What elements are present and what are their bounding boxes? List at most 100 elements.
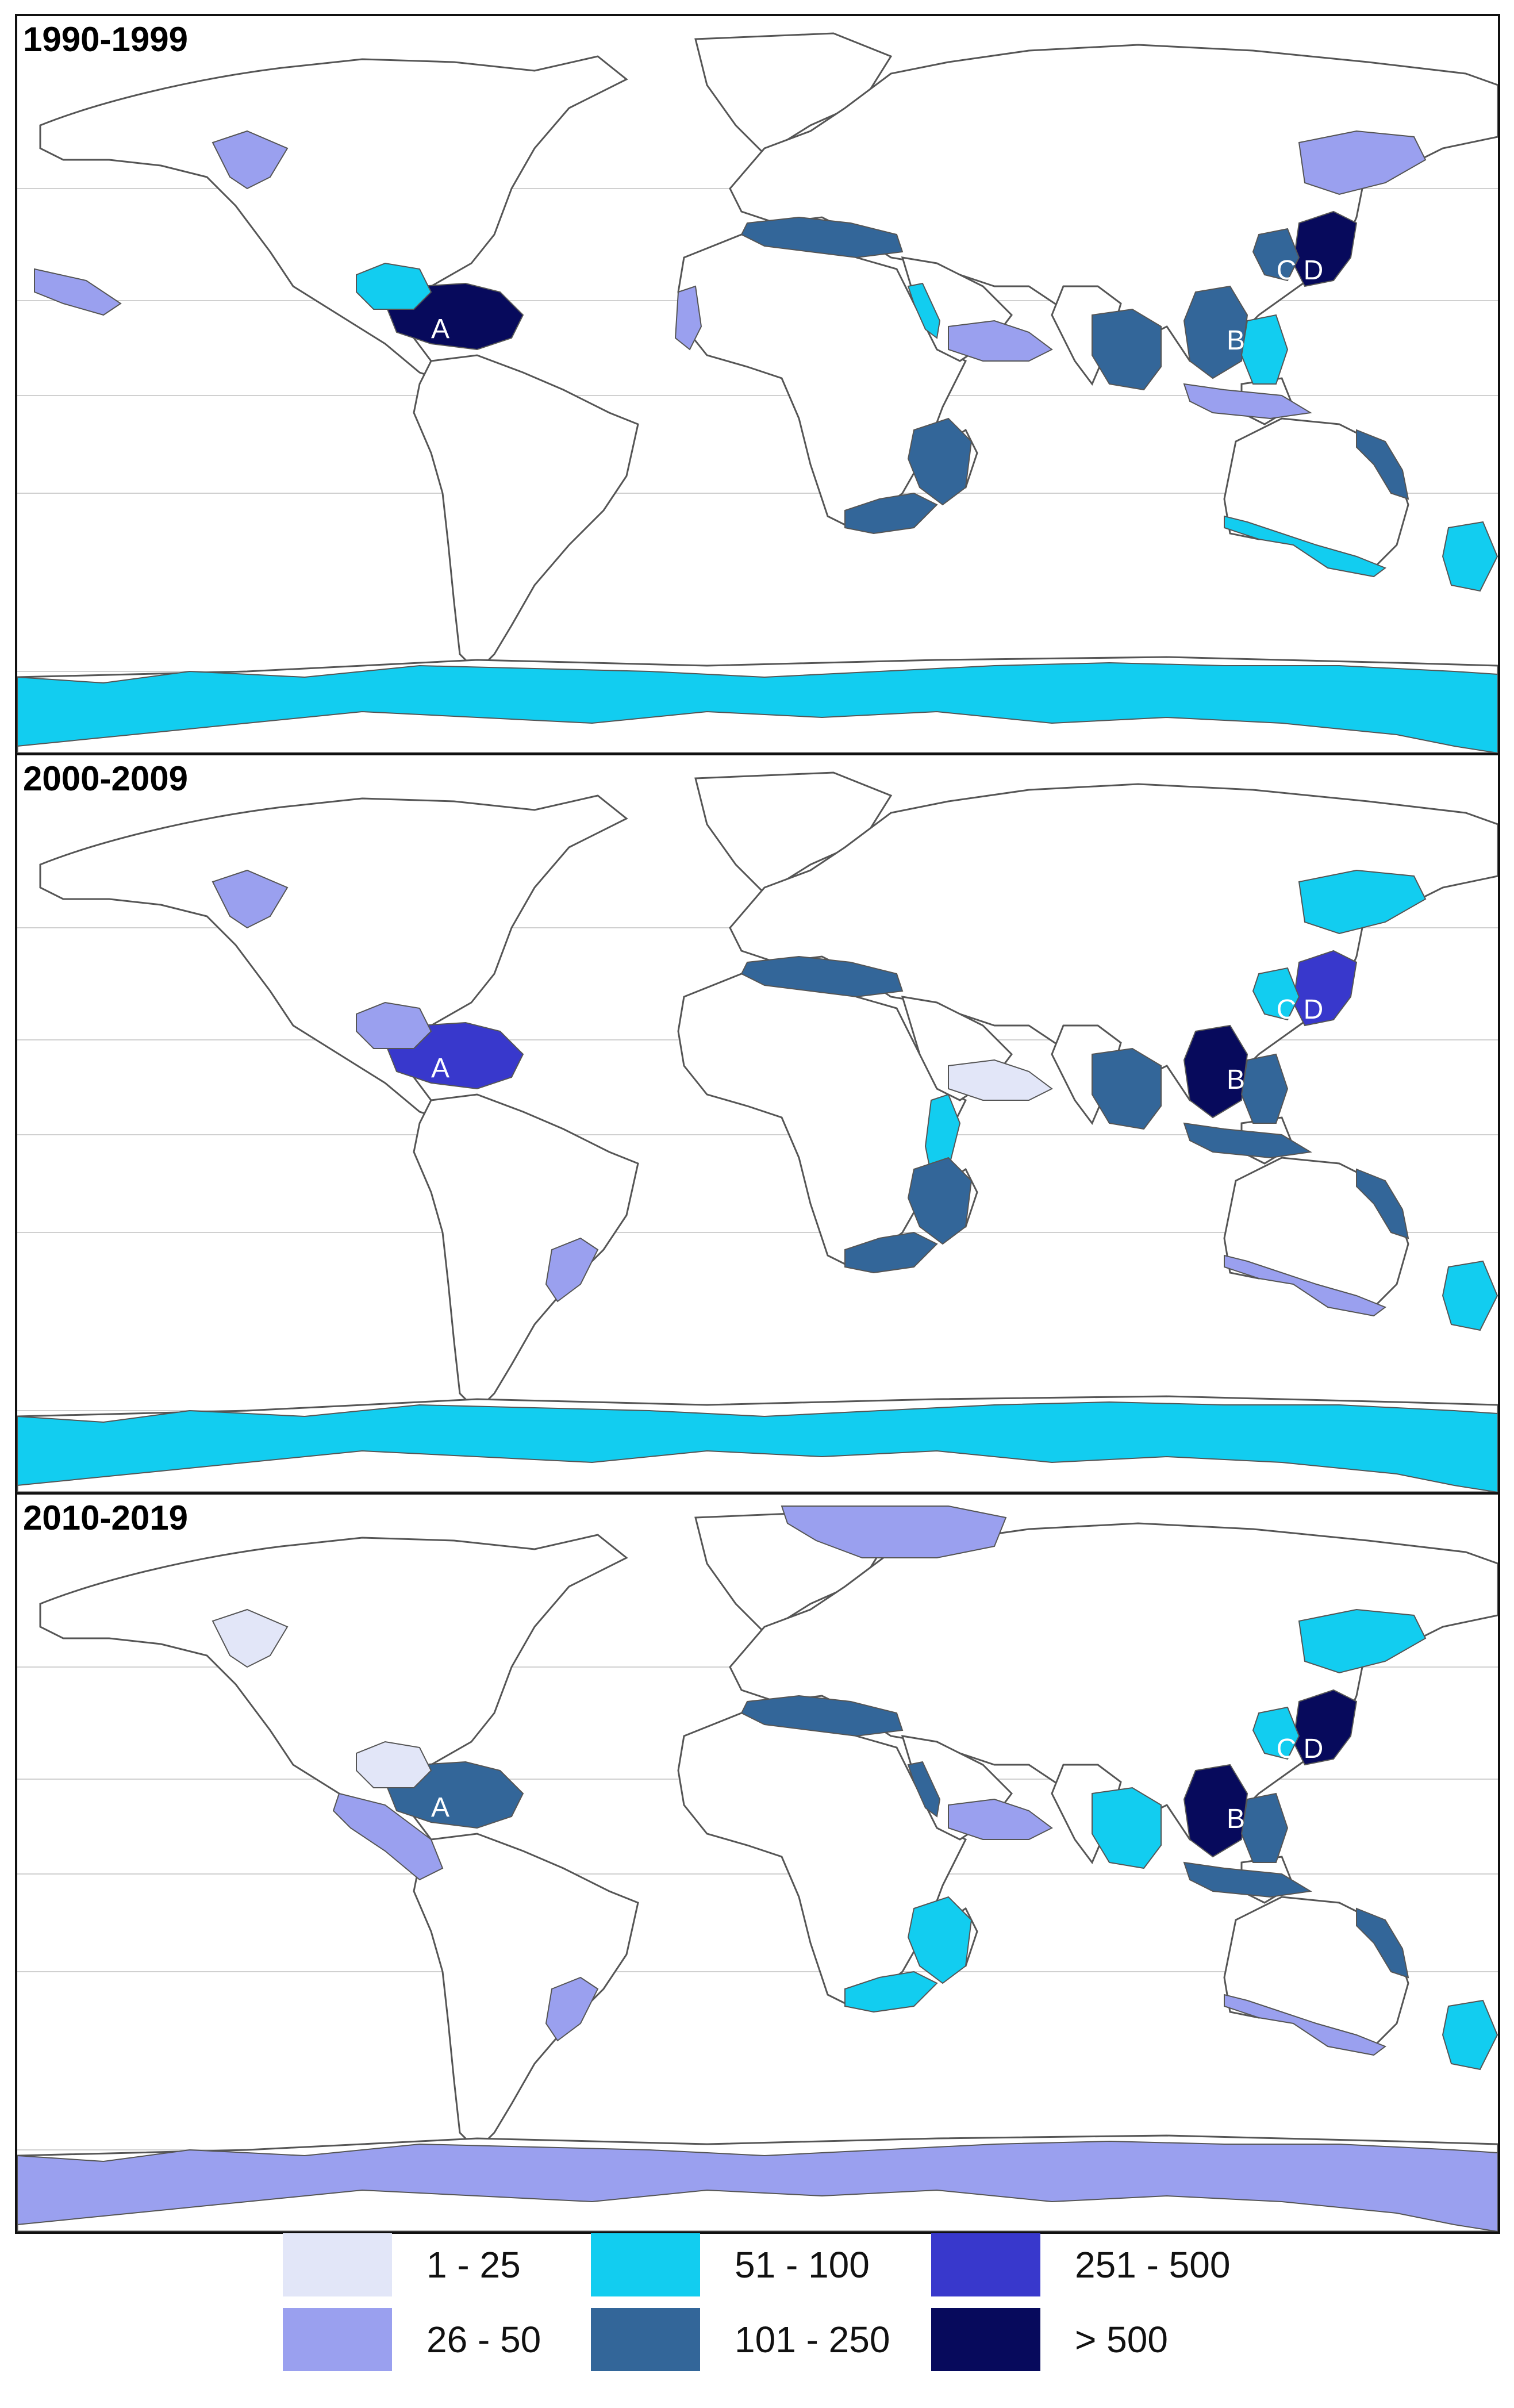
zone-gulf-mexico xyxy=(356,1001,432,1049)
zone-argentina xyxy=(545,1976,599,2042)
zone-hawaii xyxy=(34,268,122,316)
zone-indonesia xyxy=(1183,383,1312,420)
region-label: A xyxy=(431,1792,449,1823)
zone-arabian-sea xyxy=(948,1059,1053,1101)
land-south-america xyxy=(413,1833,639,2152)
land-south-america xyxy=(413,1093,639,1412)
zone-mozambique xyxy=(907,1896,973,1984)
zone-new-zealand xyxy=(1442,1260,1498,1331)
zone-yellow-sea xyxy=(1252,1706,1300,1760)
legend-swatch xyxy=(591,2308,700,2371)
region-label: C xyxy=(1277,255,1297,286)
zone-yellow-sea xyxy=(1252,967,1300,1021)
zone-south-africa xyxy=(844,492,938,535)
zone-south-china-sea xyxy=(1183,285,1248,379)
zone-okhotsk xyxy=(1298,869,1427,935)
land-north-america xyxy=(39,1534,628,1864)
zone-philippines xyxy=(1240,1053,1289,1124)
land-south-america xyxy=(413,354,639,673)
region-label: C xyxy=(1277,1734,1297,1764)
zone-okhotsk xyxy=(1298,1608,1427,1674)
zone-gulf-mexico xyxy=(356,1741,432,1788)
zone-indonesia xyxy=(1183,1122,1312,1159)
zone-japan-pacific xyxy=(1292,210,1358,287)
zone-south-china-sea xyxy=(1183,1764,1248,1858)
land-north-america xyxy=(39,794,628,1124)
zone-mediterranean xyxy=(740,1695,904,1737)
zone-japan-pacific xyxy=(1292,1689,1358,1766)
panel-title: 2010-2019 xyxy=(23,1499,188,1537)
zone-bay-of-bengal xyxy=(1092,1047,1162,1130)
legend-label: 26 - 50 xyxy=(426,2319,541,2360)
zone-north-pacific-alaska xyxy=(212,130,289,190)
zone-barents xyxy=(781,1506,1007,1558)
legend-item: 251 - 500 xyxy=(931,2233,1230,2296)
region-label: D xyxy=(1304,1734,1324,1764)
legend-swatch xyxy=(931,2308,1040,2371)
region-label: D xyxy=(1304,994,1324,1025)
legend-label: > 500 xyxy=(1075,2319,1168,2360)
land-north-america xyxy=(39,55,628,385)
zone-mediterranean xyxy=(740,216,904,259)
legend-item: 101 - 250 xyxy=(591,2308,890,2371)
zone-philippines xyxy=(1240,314,1289,385)
world-map: A B C D xyxy=(17,771,1498,1492)
zone-bay-of-bengal xyxy=(1092,308,1162,391)
zone-yellow-sea xyxy=(1252,228,1300,282)
land-greenland xyxy=(694,32,893,155)
zone-mozambique xyxy=(907,1157,973,1245)
legend-label: 101 - 250 xyxy=(735,2319,890,2360)
land-greenland xyxy=(694,771,893,894)
zone-red-sea xyxy=(907,282,941,339)
legend-item: 1 - 25 xyxy=(283,2233,521,2296)
legend-swatch xyxy=(283,2233,392,2296)
zone-antarctica xyxy=(17,2140,1498,2232)
zone-south-australia xyxy=(1224,1994,1387,2056)
panel-title: 2000-2009 xyxy=(23,759,188,798)
legend-swatch xyxy=(591,2233,700,2296)
legend-item: > 500 xyxy=(931,2308,1168,2371)
legend-label: 51 - 100 xyxy=(735,2244,870,2286)
zone-indonesia xyxy=(1183,1861,1312,1898)
zone-west-africa xyxy=(674,285,702,351)
region-label: A xyxy=(431,314,449,344)
zone-red-sea xyxy=(907,1761,941,1818)
zone-antarctica xyxy=(17,1401,1498,1492)
zone-arabian-sea xyxy=(948,1798,1053,1840)
region-label: C xyxy=(1277,994,1297,1025)
zone-japan-pacific xyxy=(1292,950,1358,1027)
zone-bay-of-bengal xyxy=(1092,1787,1162,1869)
zone-north-pacific-alaska xyxy=(212,1608,289,1668)
zone-south-china-sea xyxy=(1183,1024,1248,1119)
zone-gulf-mexico xyxy=(356,262,432,310)
region-label: A xyxy=(431,1053,449,1084)
zone-south-australia xyxy=(1224,1254,1387,1317)
region-label: B xyxy=(1227,1804,1245,1834)
legend-label: 251 - 500 xyxy=(1075,2244,1231,2286)
zone-north-pacific-alaska xyxy=(212,869,289,929)
zone-south-africa xyxy=(844,1971,938,2013)
legend-label: 1 - 25 xyxy=(426,2244,521,2286)
zone-arabian-sea xyxy=(948,320,1053,362)
zone-argentina xyxy=(545,1237,599,1303)
legend-swatch xyxy=(931,2233,1040,2296)
legend-item: 26 - 50 xyxy=(283,2308,541,2371)
zone-new-zealand xyxy=(1442,521,1498,592)
region-label: D xyxy=(1304,255,1324,286)
zone-south-australia xyxy=(1224,515,1387,578)
zone-antarctica xyxy=(17,662,1498,753)
world-map: A B C D xyxy=(17,32,1498,753)
zone-south-africa xyxy=(844,1231,938,1274)
zone-queensland xyxy=(1356,429,1409,500)
zone-queensland xyxy=(1356,1907,1409,1979)
zone-new-zealand xyxy=(1442,1999,1498,2071)
panel-title: 1990-1999 xyxy=(23,20,188,59)
legend-item: 51 - 100 xyxy=(591,2233,870,2296)
map-legend: 1 - 25 26 - 50 51 - 100 101 - 250 251 - … xyxy=(0,2213,1514,2397)
world-map: A B C D xyxy=(17,1506,1498,2232)
region-label: B xyxy=(1227,1065,1245,1095)
zone-mediterranean xyxy=(740,955,904,998)
